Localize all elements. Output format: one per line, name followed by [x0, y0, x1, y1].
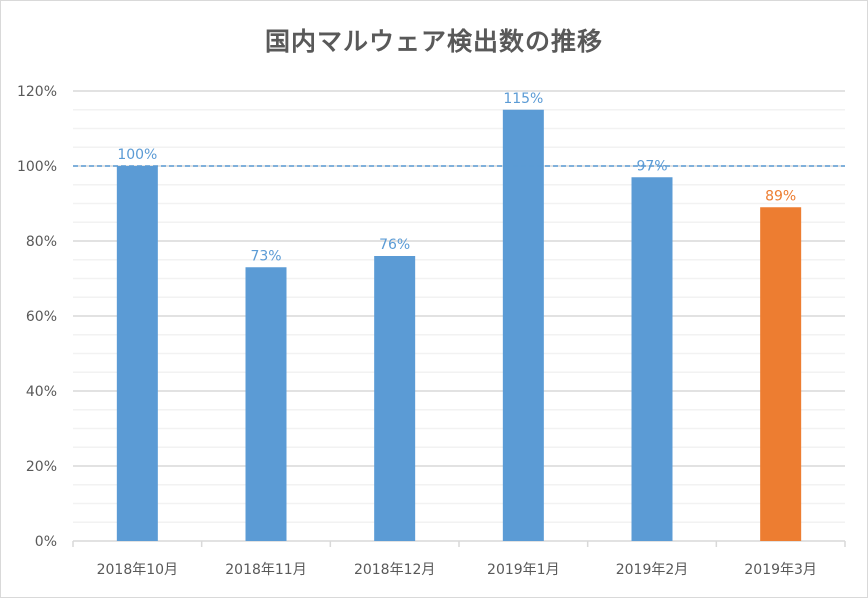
- x-category-label: 2018年10月: [97, 562, 178, 578]
- x-category-label: 2019年3月: [744, 562, 817, 578]
- y-tick-label: 100%: [17, 159, 57, 175]
- bar: [116, 166, 158, 541]
- y-tick-label: 60%: [26, 309, 57, 325]
- data-label: 115%: [503, 91, 543, 107]
- y-tick-label: 0%: [35, 534, 57, 550]
- data-label: 73%: [250, 248, 281, 264]
- y-tick-label: 40%: [26, 384, 57, 400]
- y-tick-label: 80%: [26, 234, 57, 250]
- data-label: 89%: [765, 188, 796, 204]
- y-tick-label: 20%: [26, 459, 57, 475]
- bar: [374, 256, 416, 541]
- x-category-label: 2019年2月: [616, 562, 689, 578]
- bar: [631, 177, 673, 541]
- x-category-label: 2018年11月: [225, 562, 306, 578]
- data-label: 76%: [379, 237, 410, 253]
- data-label: 100%: [117, 147, 157, 163]
- x-category-label: 2019年1月: [487, 562, 560, 578]
- bar: [760, 207, 802, 541]
- chart-title: 国内マルウェア検出数の推移: [264, 27, 603, 56]
- bar: [502, 109, 544, 541]
- y-tick-label: 120%: [17, 84, 57, 100]
- x-category-label: 2018年12月: [354, 562, 435, 578]
- bar: [245, 267, 287, 541]
